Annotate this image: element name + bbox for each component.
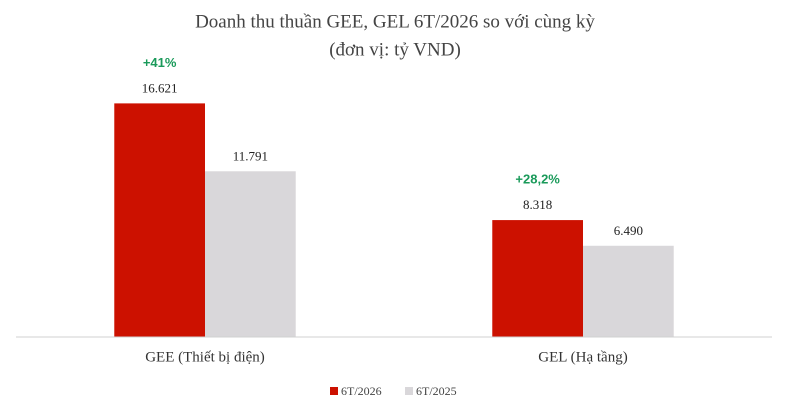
chart-subtitle: (đơn vị: tỷ VND): [329, 39, 461, 60]
x-tick-label: GEL (Hạ tầng): [538, 349, 627, 365]
bar: [492, 220, 583, 337]
bar: [114, 103, 205, 337]
legend-swatch: [330, 387, 338, 395]
chart-title: Doanh thu thuần GEE, GEL 6T/2026 so với …: [195, 11, 595, 32]
annotation: +41%: [143, 55, 177, 70]
value-label: 8.318: [523, 197, 552, 212]
legend-label: 6T/2025: [416, 384, 457, 398]
legend-swatch: [405, 387, 413, 395]
value-label: 16.621: [142, 80, 178, 95]
value-label: 6.490: [614, 223, 643, 238]
value-label: 11.791: [233, 148, 268, 163]
bar: [205, 171, 296, 337]
annotation: +28,2%: [515, 172, 560, 187]
legend-label: 6T/2026: [341, 384, 382, 398]
bar: [583, 245, 674, 337]
x-tick-label: GEE (Thiết bị điện): [145, 349, 265, 365]
